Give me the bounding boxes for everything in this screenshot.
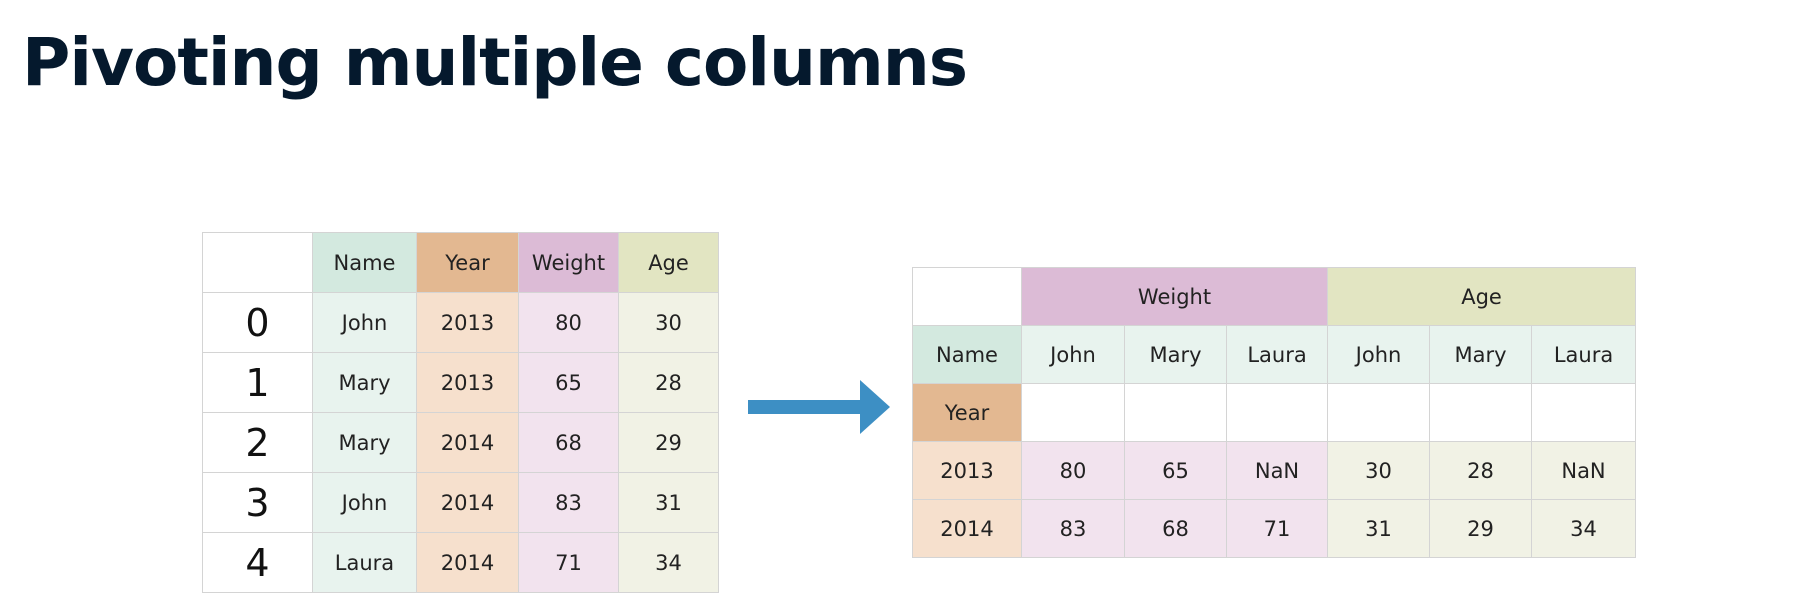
weight-value: 65 xyxy=(1124,441,1227,500)
cell-weight: 83 xyxy=(518,472,619,533)
table-row: 2014 83 68 71 31 29 34 xyxy=(912,499,1637,558)
pivot-year-label-row: Year xyxy=(912,383,1637,442)
cell-age: 29 xyxy=(618,412,719,473)
row-index: 3 xyxy=(202,472,313,533)
pivot-name-row: Name John Mary Laura John Mary Laura xyxy=(912,325,1637,384)
header-year: Year xyxy=(416,232,519,293)
header-age: Age xyxy=(618,232,719,293)
cell-year: 2013 xyxy=(416,352,519,413)
column-name-cell: Laura xyxy=(1531,325,1637,384)
cell-year: 2014 xyxy=(416,532,519,593)
name-label-cell: Name xyxy=(912,325,1022,384)
column-name-cell: Laura xyxy=(1225,325,1329,384)
cell-weight: 65 xyxy=(518,352,619,413)
group-header-age: Age xyxy=(1327,267,1637,326)
cell-weight: 68 xyxy=(518,412,619,473)
table-row: 4 Laura 2014 71 34 xyxy=(202,532,719,593)
cell-age: 28 xyxy=(618,352,719,413)
row-index: 1 xyxy=(202,352,313,413)
empty-cell xyxy=(1021,383,1125,442)
age-value: NaN xyxy=(1531,441,1637,500)
right-arrow-icon xyxy=(748,380,890,434)
cell-year: 2013 xyxy=(416,292,519,353)
empty-cell xyxy=(1531,383,1637,442)
age-value: 29 xyxy=(1429,499,1533,558)
column-name-cell: Mary xyxy=(1124,325,1227,384)
cell-age: 34 xyxy=(618,532,719,593)
table-row: 3 John 2014 83 31 xyxy=(202,472,719,533)
column-name-cell: John xyxy=(1327,325,1431,384)
cell-name: John xyxy=(312,472,417,533)
index-header-cell xyxy=(202,232,313,293)
table-row: 2 Mary 2014 68 29 xyxy=(202,412,719,473)
age-value: 34 xyxy=(1531,499,1637,558)
pivot-group-header-row: Weight Age xyxy=(912,267,1637,326)
header-weight: Weight xyxy=(518,232,619,293)
weight-value: 71 xyxy=(1225,499,1329,558)
cell-name: Mary xyxy=(312,412,417,473)
row-index: 2 xyxy=(202,412,313,473)
header-name: Name xyxy=(312,232,417,293)
row-index: 0 xyxy=(202,292,313,353)
weight-value: NaN xyxy=(1225,441,1329,500)
cell-year: 2014 xyxy=(416,472,519,533)
group-header-weight: Weight xyxy=(1020,267,1329,326)
age-value: 30 xyxy=(1327,441,1431,500)
pivot-table: Weight Age Name John Mary Laura John Mar… xyxy=(912,267,1637,558)
cell-year: 2014 xyxy=(416,412,519,473)
cell-age: 30 xyxy=(618,292,719,353)
weight-value: 83 xyxy=(1021,499,1125,558)
age-value: 31 xyxy=(1327,499,1431,558)
empty-cell xyxy=(1429,383,1533,442)
weight-value: 68 xyxy=(1124,499,1227,558)
cell-name: John xyxy=(312,292,417,353)
column-name-cell: Mary xyxy=(1429,325,1533,384)
cell-age: 31 xyxy=(618,472,719,533)
table-row: 0 John 2013 80 30 xyxy=(202,292,719,353)
row-year: 2013 xyxy=(912,441,1022,500)
page-title: Pivoting multiple columns xyxy=(22,24,968,101)
column-name-cell: John xyxy=(1021,325,1125,384)
year-label-cell: Year xyxy=(912,383,1022,442)
source-header-row: Name Year Weight Age xyxy=(202,232,719,293)
source-table: Name Year Weight Age 0 John 2013 80 30 1… xyxy=(202,232,719,593)
age-value: 28 xyxy=(1429,441,1533,500)
row-index: 4 xyxy=(202,532,313,593)
cell-weight: 71 xyxy=(518,532,619,593)
empty-cell xyxy=(1124,383,1227,442)
table-row: 1 Mary 2013 65 28 xyxy=(202,352,719,413)
cell-weight: 80 xyxy=(518,292,619,353)
weight-value: 80 xyxy=(1021,441,1125,500)
corner-cell xyxy=(912,267,1022,326)
table-row: 2013 80 65 NaN 30 28 NaN xyxy=(912,441,1637,500)
empty-cell xyxy=(1327,383,1431,442)
row-year: 2014 xyxy=(912,499,1022,558)
empty-cell xyxy=(1225,383,1329,442)
cell-name: Laura xyxy=(312,532,417,593)
cell-name: Mary xyxy=(312,352,417,413)
